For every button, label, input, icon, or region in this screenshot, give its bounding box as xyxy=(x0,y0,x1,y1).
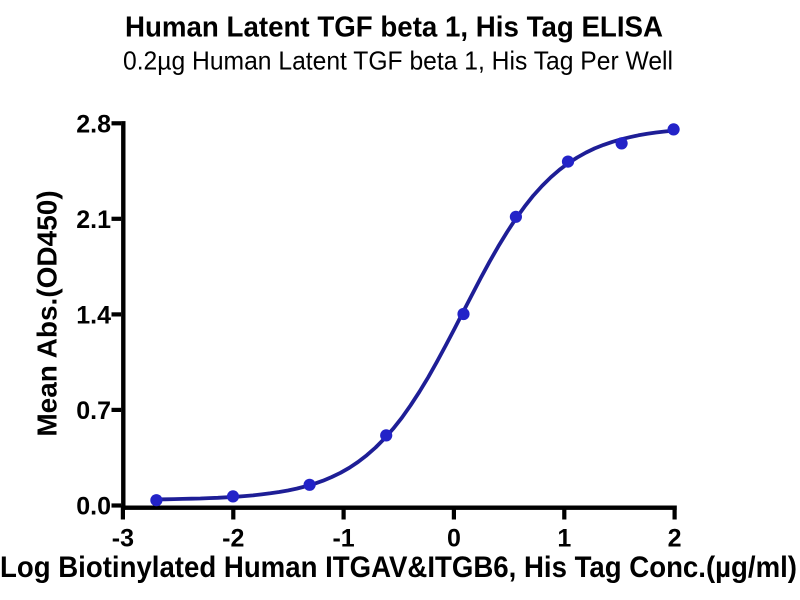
svg-text:Mean Abs.(OD450): Mean Abs.(OD450) xyxy=(32,190,63,436)
svg-text:0.0: 0.0 xyxy=(76,493,111,521)
svg-text:0.2µg Human Latent TGF beta 1,: 0.2µg Human Latent TGF beta 1, His Tag P… xyxy=(123,46,673,76)
svg-text:Log Biotinylated Human ITGAV&I: Log Biotinylated Human ITGAV&ITGB6, His … xyxy=(0,551,797,584)
svg-text:2: 2 xyxy=(668,525,682,553)
svg-text:-2: -2 xyxy=(222,525,244,553)
svg-text:-3: -3 xyxy=(112,525,134,553)
svg-text:2.8: 2.8 xyxy=(76,110,111,138)
svg-text:Human Latent TGF beta 1, His T: Human Latent TGF beta 1, His Tag ELISA xyxy=(125,11,663,43)
svg-text:1.4: 1.4 xyxy=(76,302,111,330)
svg-text:0.7: 0.7 xyxy=(76,397,111,425)
svg-text:1: 1 xyxy=(557,525,571,553)
svg-text:0: 0 xyxy=(447,525,461,553)
svg-text:-1: -1 xyxy=(332,525,354,553)
svg-text:2.1: 2.1 xyxy=(76,206,111,234)
